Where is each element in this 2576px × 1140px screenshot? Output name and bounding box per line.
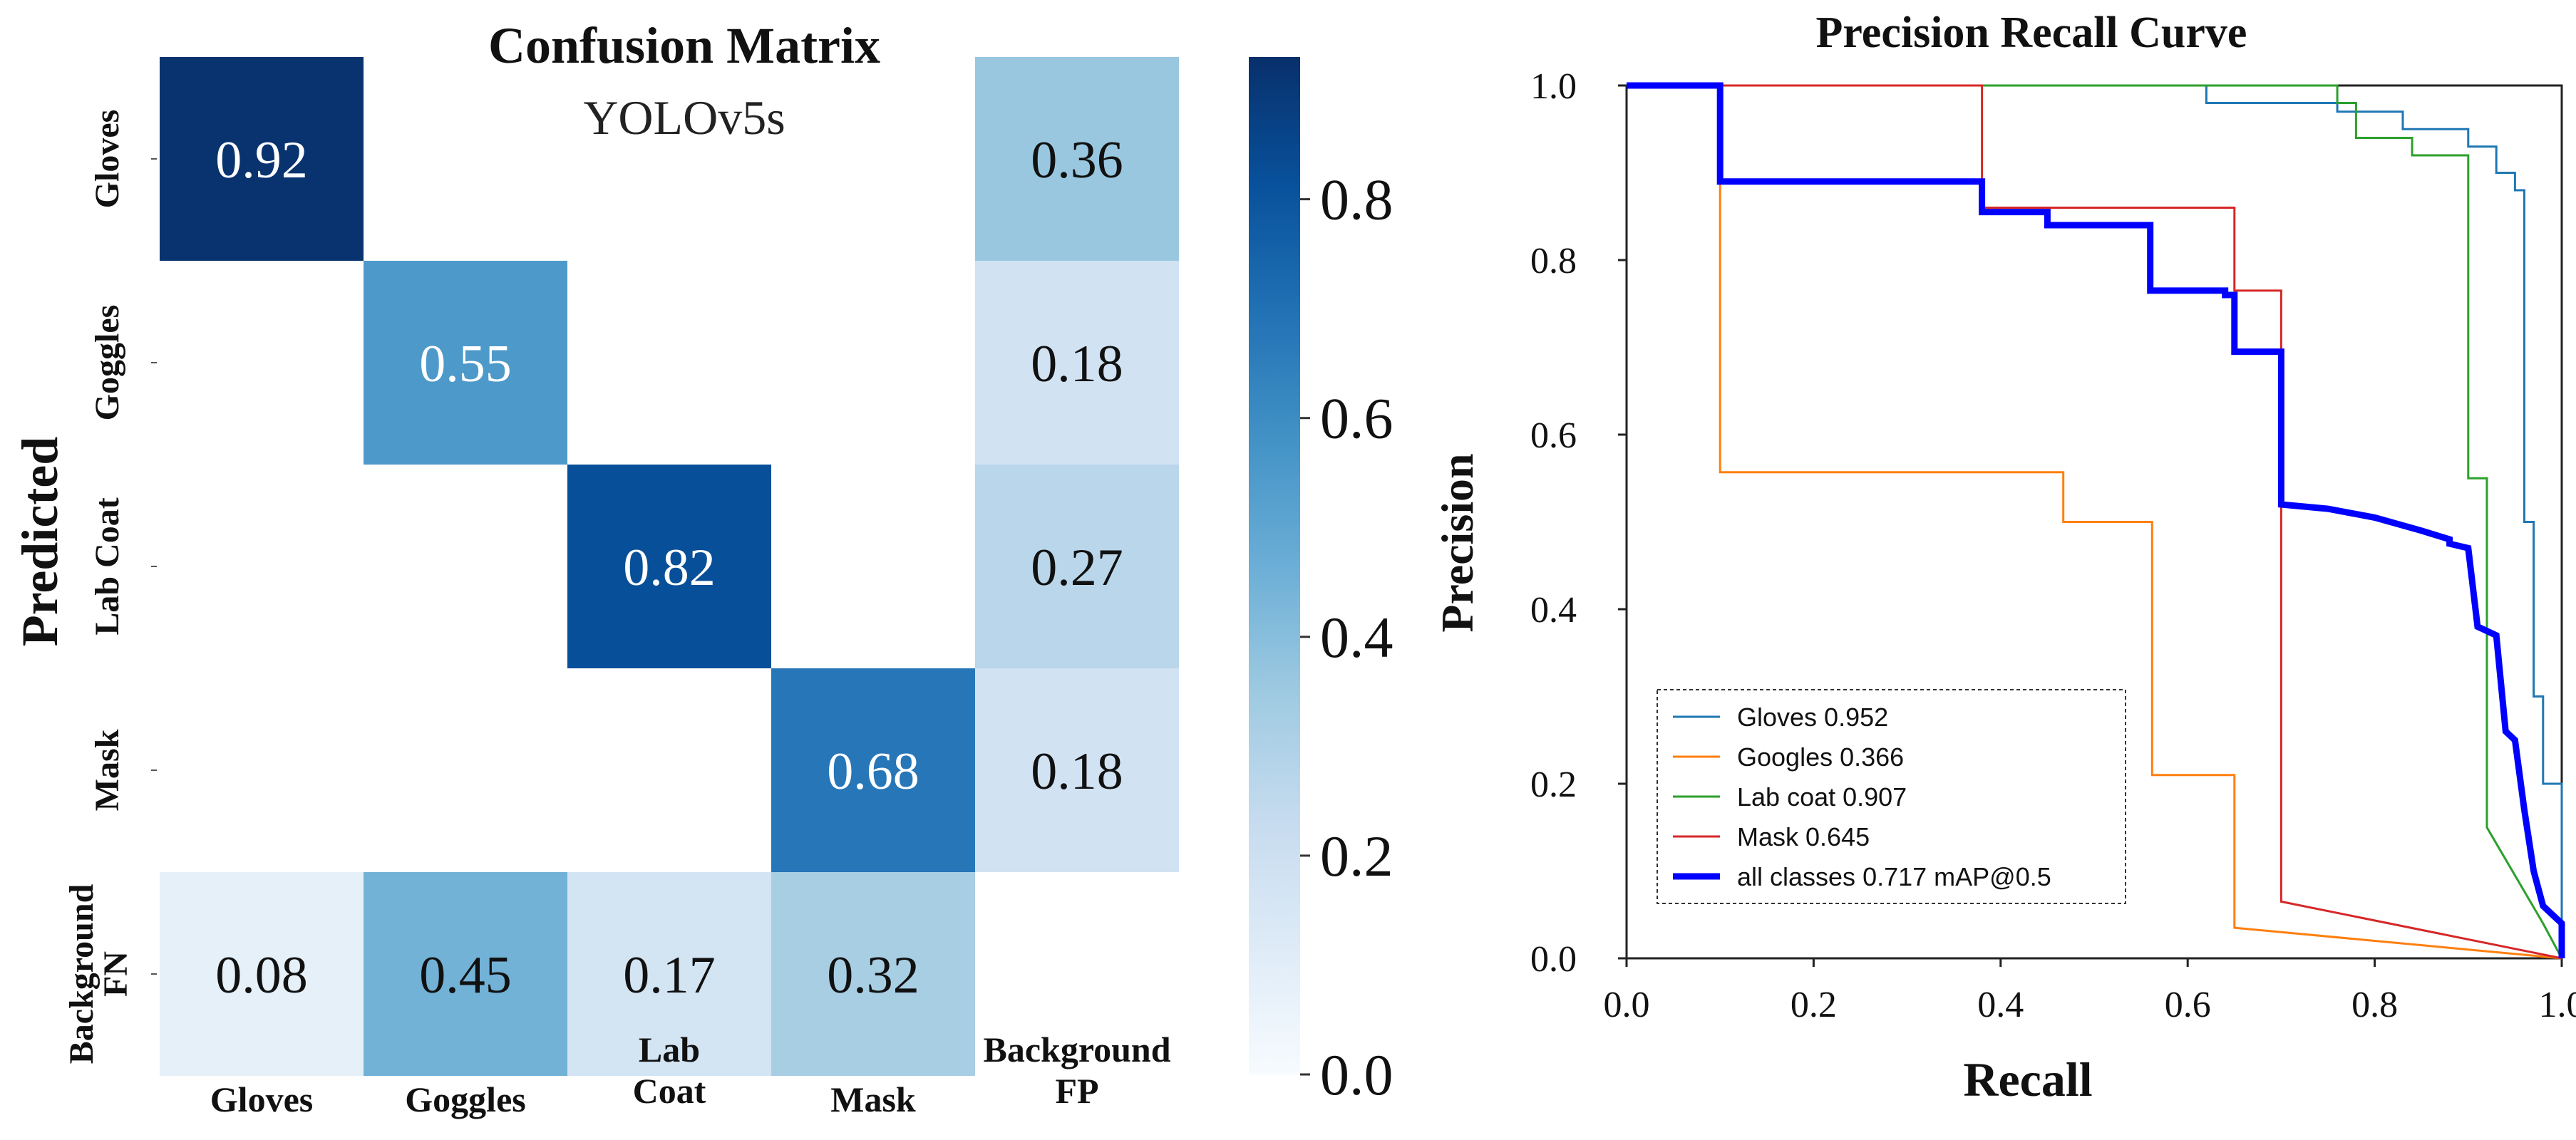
cell-value-label: 0.36 — [1031, 131, 1123, 190]
column-label: Gloves — [210, 1079, 313, 1119]
colorbar-gradient — [1249, 57, 1300, 1074]
pr-xtick-label: 1.0 — [2539, 985, 2576, 1025]
cell-value-label: 0.45 — [419, 946, 512, 1005]
pr-xtick-label: 0.0 — [1604, 985, 1650, 1025]
colorbar-tick-label: 0.2 — [1320, 824, 1393, 888]
row-label: Gloves — [88, 110, 126, 209]
confusion-matrix-subtitle: YOLOv5s — [583, 90, 785, 145]
pr-legend-label: Googles 0.366 — [1737, 742, 1904, 772]
pr-legend: Gloves 0.952 Googles 0.366 Lab coat 0.907 M… — [1657, 690, 2126, 903]
pr-ytick-label: 0.4 — [1530, 590, 1577, 631]
pr-xlabel: Recall — [1963, 1052, 2092, 1107]
colorbar: 0.0 0.2 0.4 0.6 0.8 — [1249, 57, 1393, 1107]
cell-value-label: 0.55 — [419, 335, 512, 393]
cell-value-label: 0.82 — [623, 539, 716, 597]
pr-ytick-label: 0.0 — [1530, 939, 1577, 980]
cell-value-label: 0.17 — [623, 946, 716, 1005]
pr-xtick-label: 0.2 — [1791, 985, 1837, 1025]
precision-recall-chart: Precision Recall Curve 0.0 0.2 0.4 0.6 0.8 1.… — [1432, 9, 2576, 1107]
cell-value-label: 0.27 — [1031, 539, 1123, 597]
cell-value-label: 0.08 — [215, 946, 308, 1005]
row-label: Mask — [88, 729, 126, 811]
pr-ytick-label: 0.8 — [1530, 241, 1577, 281]
pr-legend-label: Mask 0.645 — [1737, 822, 1870, 851]
pr-xtick-label: 0.6 — [2165, 985, 2211, 1025]
confusion-matrix: 0.92 0.36 0.55 0.18 0.82 0.27 0.68 0.18 0.08 0.45… — [11, 17, 1393, 1119]
row-label: Goggles — [88, 305, 126, 421]
cell-value-label: 0.92 — [215, 131, 308, 190]
pr-legend-label: Gloves 0.952 — [1737, 703, 1888, 732]
cell-value-label: 0.68 — [827, 742, 919, 801]
pr-ytick-label: 0.6 — [1530, 415, 1577, 456]
cell-value-label: 0.32 — [827, 946, 919, 1005]
pr-xtick-label: 0.8 — [2351, 985, 2398, 1025]
pr-legend-label: all classes 0.717 mAP@0.5 — [1737, 862, 2051, 891]
colorbar-tick-label: 0.6 — [1320, 386, 1393, 451]
pr-ytick-label: 1.0 — [1530, 66, 1577, 107]
pr-xtick-label: 0.4 — [1977, 985, 2024, 1025]
colorbar-tick-label: 0.0 — [1320, 1042, 1393, 1107]
heatmap-cells: 0.92 0.36 0.55 0.18 0.82 0.27 0.68 0.18 0.08 0.45… — [160, 57, 1179, 1076]
pr-ytick-label: 0.2 — [1530, 765, 1577, 805]
colorbar-tick-label: 0.8 — [1320, 167, 1393, 232]
column-label: Mask — [830, 1079, 916, 1119]
column-label: Goggles — [405, 1079, 525, 1119]
cell-value-label: 0.18 — [1031, 335, 1123, 393]
confusion-matrix-title: Confusion Matrix — [488, 17, 880, 74]
pr-legend-label: Lab coat 0.907 — [1737, 782, 1907, 812]
row-label: BackgroundFN — [63, 884, 135, 1064]
predicted-axis-label: Predicted — [11, 437, 68, 647]
pr-ylabel: Precision — [1432, 453, 1483, 632]
colorbar-tick-label: 0.4 — [1320, 605, 1393, 670]
row-label: Lab Coat — [88, 497, 126, 635]
pr-title: Precision Recall Curve — [1816, 9, 2247, 57]
row-labels: Gloves Goggles Lab Coat Mask BackgroundFN — [63, 110, 157, 1064]
cell-value-label: 0.18 — [1031, 742, 1123, 801]
